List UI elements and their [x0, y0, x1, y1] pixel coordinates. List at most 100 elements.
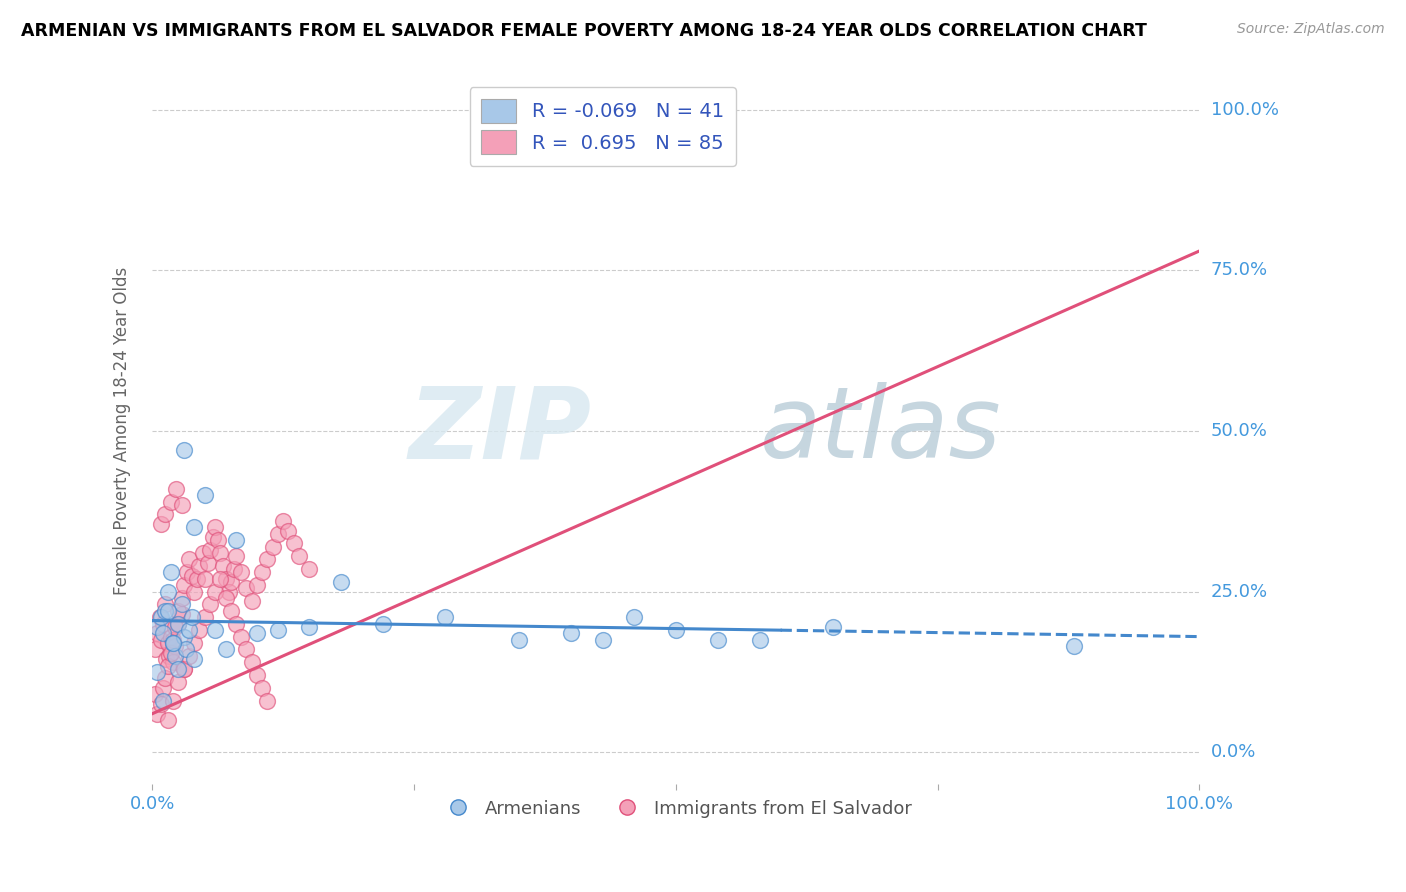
Point	[329, 574, 352, 589]
Point	[371, 616, 394, 631]
Point	[170, 498, 193, 512]
Point	[240, 594, 263, 608]
Point	[225, 533, 247, 548]
Point	[665, 623, 688, 637]
Point	[167, 616, 190, 631]
Point	[152, 616, 174, 631]
Point	[194, 572, 217, 586]
Legend: Armenians, Immigrants from El Salvador: Armenians, Immigrants from El Salvador	[433, 792, 920, 825]
Point	[153, 672, 176, 686]
Point	[165, 620, 187, 634]
Point	[176, 566, 198, 580]
Point	[170, 598, 193, 612]
Point	[146, 620, 169, 634]
Point	[267, 623, 290, 637]
Point	[146, 706, 169, 721]
Text: 75.0%: 75.0%	[1211, 261, 1268, 279]
Point	[149, 517, 172, 532]
Point	[149, 632, 172, 647]
Point	[146, 665, 169, 679]
Point	[152, 626, 174, 640]
Point	[204, 584, 226, 599]
Point	[225, 616, 247, 631]
Point	[160, 646, 183, 660]
Point	[162, 636, 184, 650]
Point	[592, 632, 614, 647]
Point	[188, 623, 211, 637]
Text: Source: ZipAtlas.com: Source: ZipAtlas.com	[1237, 22, 1385, 37]
Point	[167, 662, 190, 676]
Point	[222, 562, 245, 576]
Point	[214, 591, 236, 605]
Point	[162, 636, 184, 650]
Point	[181, 568, 204, 582]
Point	[198, 598, 221, 612]
Point	[246, 578, 269, 592]
Point	[207, 533, 229, 548]
Point	[162, 656, 184, 670]
Point	[246, 626, 269, 640]
Point	[246, 668, 269, 682]
Point	[288, 549, 311, 564]
Point	[149, 610, 172, 624]
Point	[1063, 639, 1085, 653]
Point	[167, 616, 190, 631]
Point	[250, 681, 273, 695]
Point	[560, 626, 582, 640]
Point	[188, 558, 211, 573]
Point	[209, 572, 232, 586]
Point	[162, 632, 184, 647]
Point	[277, 524, 299, 538]
Text: ZIP: ZIP	[409, 383, 592, 479]
Point	[209, 546, 232, 560]
Y-axis label: Female Poverty Among 18-24 Year Olds: Female Poverty Among 18-24 Year Olds	[114, 267, 131, 595]
Point	[235, 582, 257, 596]
Point	[177, 648, 200, 663]
Point	[155, 652, 177, 666]
Point	[173, 578, 195, 592]
Point	[173, 662, 195, 676]
Point	[271, 514, 294, 528]
Point	[181, 610, 204, 624]
Point	[153, 508, 176, 522]
Point	[201, 530, 224, 544]
Point	[235, 642, 257, 657]
Point	[183, 636, 205, 650]
Point	[146, 626, 169, 640]
Text: 50.0%: 50.0%	[1211, 422, 1267, 440]
Point	[231, 630, 253, 644]
Point	[156, 713, 179, 727]
Point	[748, 632, 770, 647]
Point	[153, 604, 176, 618]
Text: 25.0%: 25.0%	[1211, 582, 1268, 600]
Point	[256, 694, 278, 708]
Point	[156, 604, 179, 618]
Point	[186, 572, 208, 586]
Point	[167, 674, 190, 689]
Point	[160, 494, 183, 508]
Point	[149, 610, 172, 624]
Point	[298, 620, 321, 634]
Point	[231, 566, 253, 580]
Point	[256, 552, 278, 566]
Point	[156, 658, 179, 673]
Point	[706, 632, 728, 647]
Point	[157, 648, 180, 663]
Point	[183, 520, 205, 534]
Point	[623, 610, 645, 624]
Point	[212, 558, 235, 573]
Point	[183, 652, 205, 666]
Point	[149, 697, 172, 711]
Point	[219, 604, 242, 618]
Point	[183, 584, 205, 599]
Point	[160, 630, 183, 644]
Point	[170, 607, 193, 621]
Point	[240, 656, 263, 670]
Point	[173, 662, 195, 676]
Point	[214, 572, 236, 586]
Point	[145, 688, 167, 702]
Point	[197, 556, 219, 570]
Point	[219, 574, 242, 589]
Point	[173, 443, 195, 458]
Point	[145, 642, 167, 657]
